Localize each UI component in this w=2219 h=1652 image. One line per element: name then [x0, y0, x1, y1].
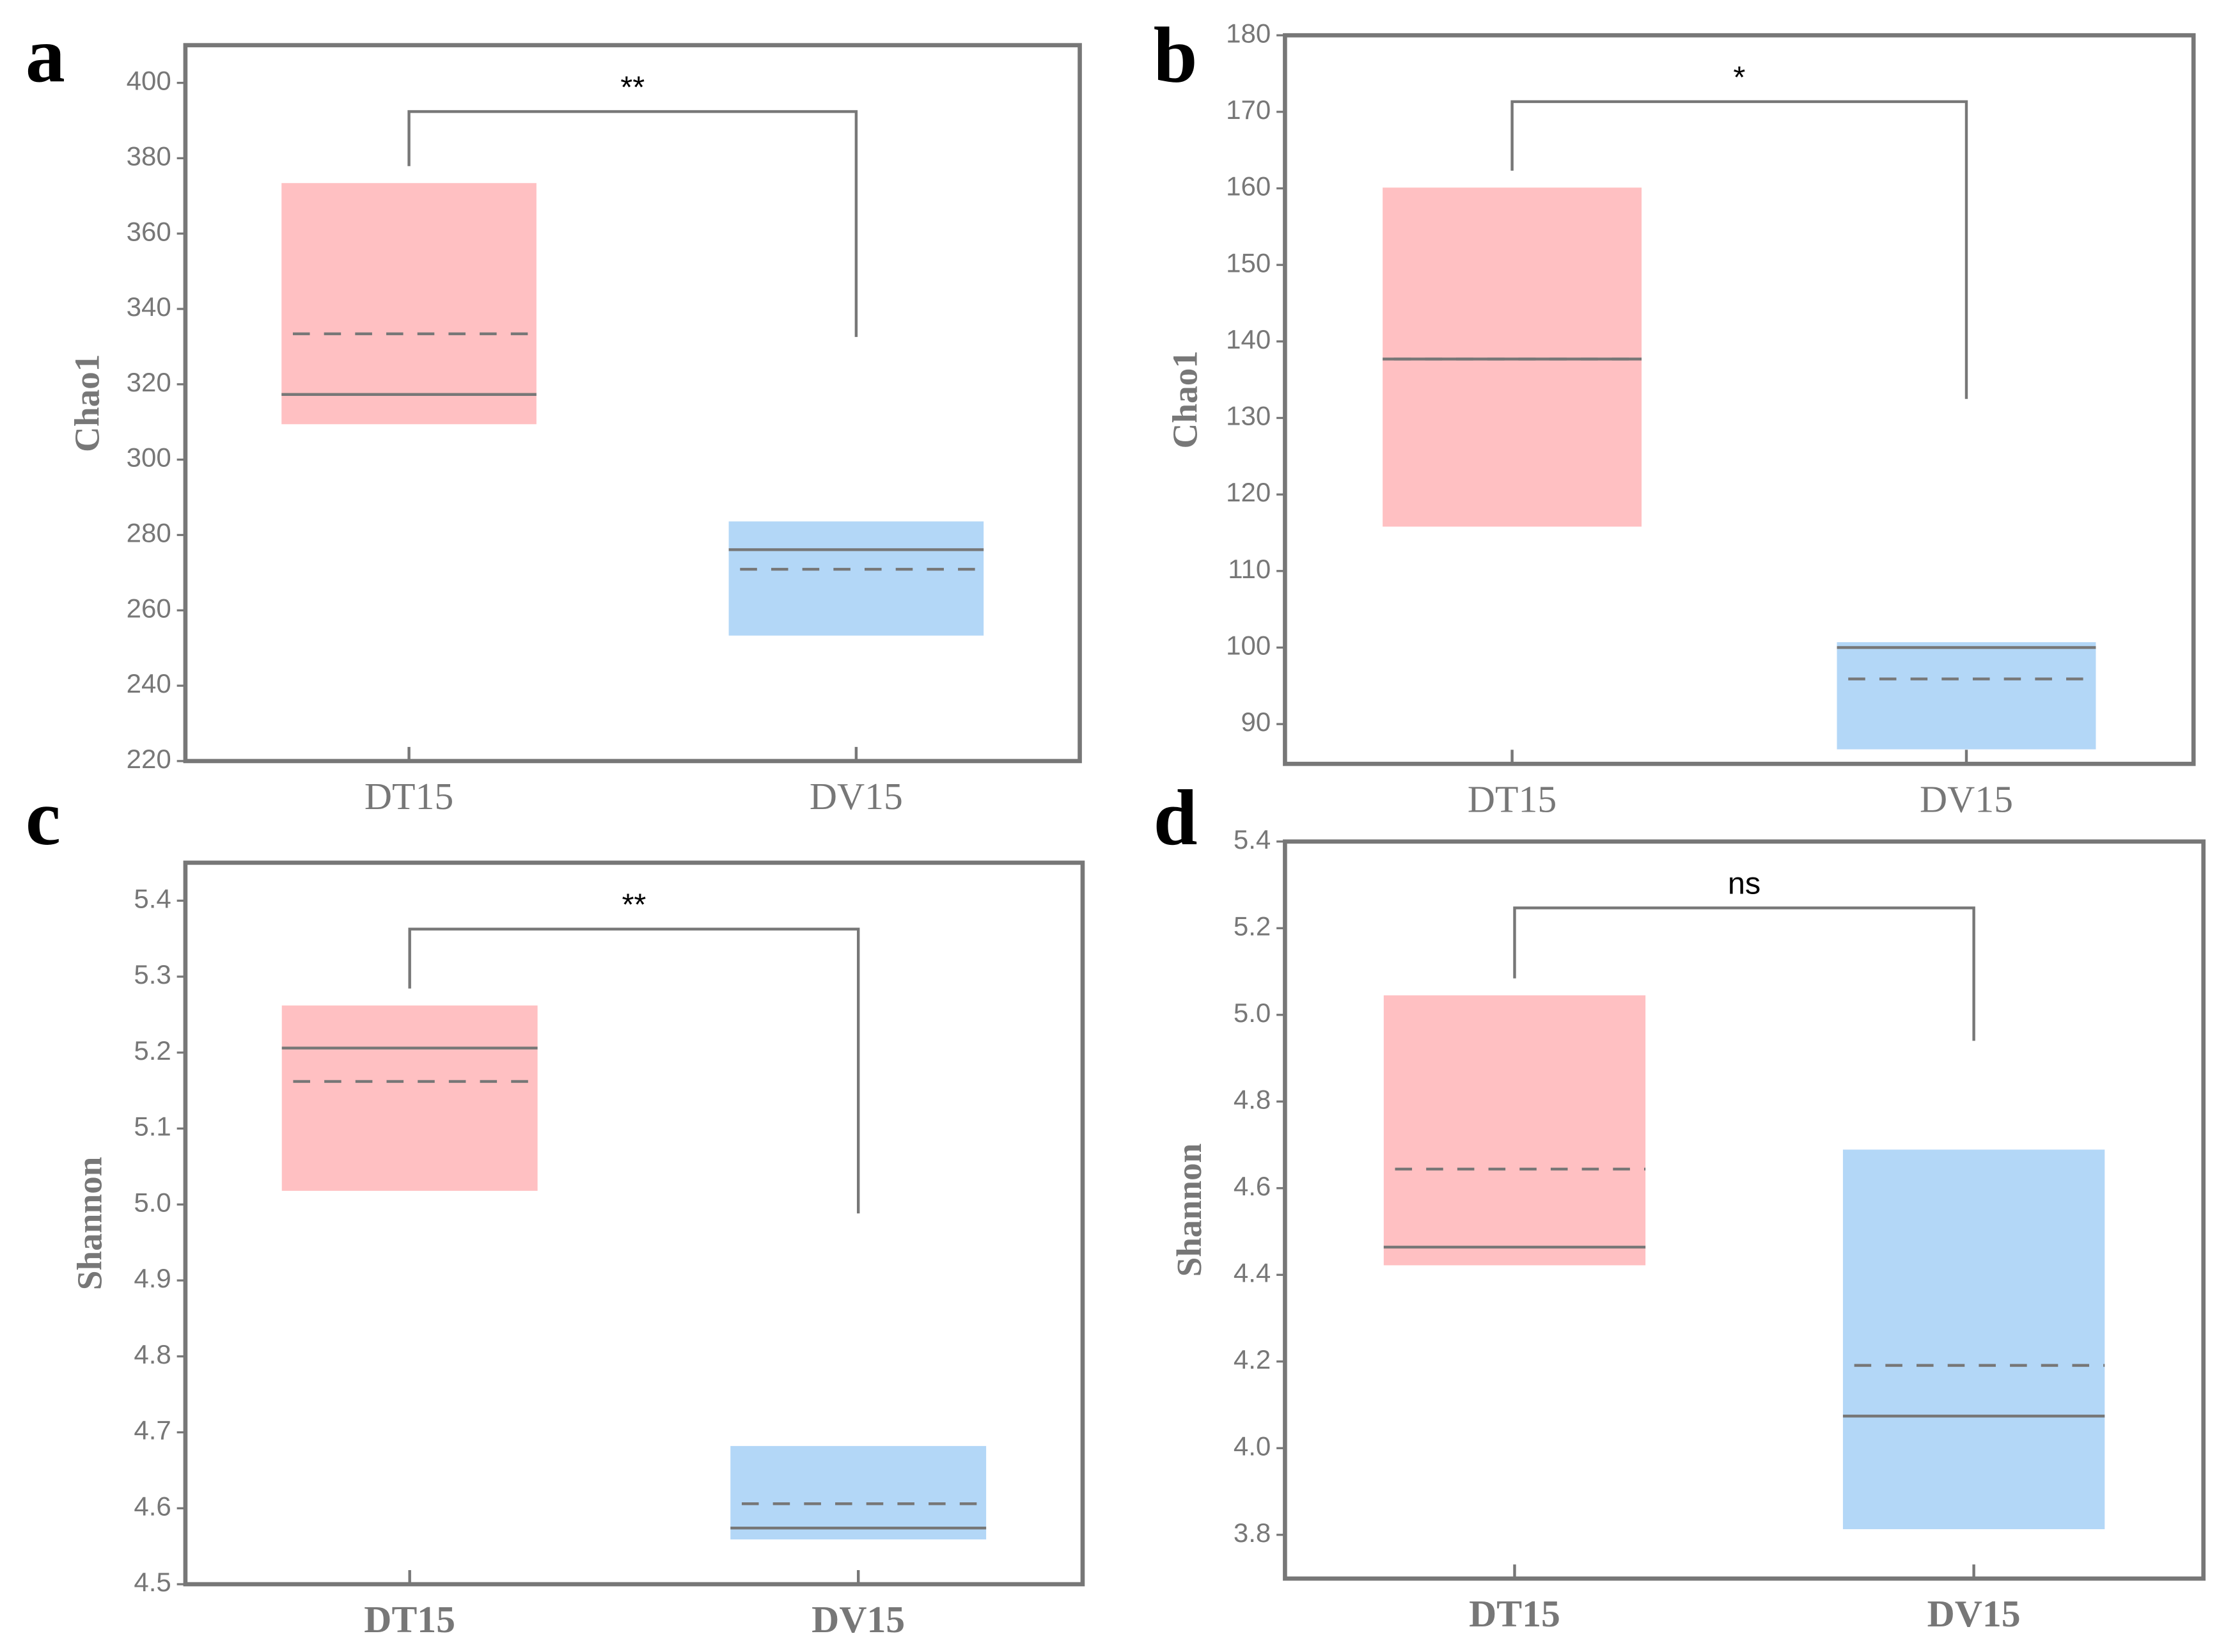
y-axis-title: Chao1 [1166, 350, 1205, 448]
y-tick-label: 4.6 [1234, 1171, 1271, 1201]
y-tick-label: 100 [1226, 631, 1271, 661]
significance-label: ** [622, 888, 646, 922]
box [728, 521, 984, 636]
y-tick-label: 5.4 [1234, 824, 1271, 854]
box [1842, 1149, 2105, 1529]
y-tick-label: 320 [127, 367, 171, 397]
y-tick-label: 220 [127, 744, 171, 774]
y-tick-label: 4.0 [1234, 1431, 1271, 1461]
y-tick-label: 110 [1228, 554, 1271, 584]
significance-label: * [1733, 60, 1745, 95]
y-tick-label: 4.2 [1234, 1344, 1271, 1374]
y-tick-label: 5.4 [134, 883, 171, 913]
y-tick-label: 140 [1226, 324, 1271, 354]
significance-label: ** [620, 70, 645, 104]
y-tick-label: 4.4 [1234, 1257, 1271, 1287]
y-tick-label: 5.0 [1234, 998, 1271, 1028]
y-tick-label: 240 [127, 668, 171, 698]
x-tick-label: DT15 [1468, 778, 1556, 820]
significance-bracket [408, 927, 860, 1214]
plot-frame [1283, 839, 2206, 1581]
x-tick-label: DT15 [365, 775, 453, 817]
significance-label: ns [1728, 867, 1760, 901]
significance-bracket [1510, 100, 1968, 399]
y-tick-label: 5.2 [1234, 911, 1271, 941]
y-tick-label: 5.3 [134, 959, 171, 989]
box [1383, 995, 1646, 1266]
panel-letter: c [26, 774, 61, 861]
y-tick-label: 5.1 [134, 1112, 171, 1142]
y-tick-label: 340 [127, 292, 171, 322]
y-tick-label: 4.8 [1234, 1084, 1271, 1114]
y-tick-label: 4.8 [134, 1339, 171, 1369]
plot-frame [183, 860, 1085, 1587]
y-tick-label: 150 [1226, 248, 1271, 278]
y-tick-label: 170 [1226, 95, 1271, 125]
x-tick-label: DV15 [1927, 1593, 2021, 1635]
box [281, 1005, 538, 1191]
box [1383, 187, 1642, 527]
y-tick-label: 4.6 [134, 1491, 171, 1521]
y-tick-label: 4.9 [134, 1263, 171, 1293]
significance-bracket [1513, 906, 1975, 1041]
y-tick-label: 5.0 [134, 1187, 171, 1217]
x-tick-label: DV15 [810, 775, 903, 817]
panel-letter: a [26, 12, 65, 99]
panel-letter: d [1154, 774, 1198, 861]
y-tick-label: 3.8 [1234, 1518, 1271, 1548]
y-tick-label: 360 [127, 216, 171, 246]
y-tick-label: 380 [127, 141, 171, 171]
y-tick-label: 120 [1226, 477, 1271, 507]
plot-frame [1283, 33, 2196, 766]
y-tick-label: 400 [127, 66, 171, 96]
x-tick-label: DT15 [1469, 1593, 1560, 1635]
x-tick-label: DT15 [364, 1598, 455, 1640]
y-tick-label: 260 [127, 593, 171, 623]
y-tick-label: 300 [127, 443, 171, 473]
y-tick-label: 280 [127, 518, 171, 548]
box [281, 183, 537, 425]
y-tick-label: 4.7 [134, 1415, 171, 1445]
x-tick-label: DV15 [1920, 778, 2013, 820]
y-axis-title: Chao1 [67, 354, 106, 452]
box [730, 1445, 987, 1539]
plot-frame [183, 43, 1082, 764]
y-tick-label: 90 [1241, 707, 1271, 737]
x-tick-label: DV15 [812, 1598, 905, 1640]
y-axis-title: Shannon [70, 1157, 109, 1291]
y-tick-label: 160 [1226, 171, 1271, 201]
y-axis-title: Shannon [1170, 1144, 1209, 1277]
y-tick-label: 180 [1226, 18, 1271, 48]
box [1837, 642, 2096, 750]
panel-letter: b [1154, 12, 1198, 99]
significance-bracket [407, 110, 858, 337]
y-tick-label: 130 [1226, 401, 1271, 431]
y-tick-label: 5.2 [134, 1035, 171, 1066]
y-tick-label: 4.5 [134, 1567, 171, 1597]
